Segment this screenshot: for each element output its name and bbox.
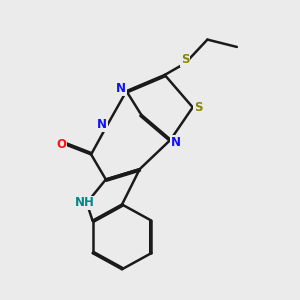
Text: O: O [57, 138, 67, 151]
Text: N: N [171, 136, 181, 148]
Text: S: S [194, 101, 202, 114]
Text: N: N [97, 118, 107, 131]
Text: N: N [116, 82, 126, 95]
Text: NH: NH [75, 196, 95, 209]
Text: S: S [181, 53, 190, 66]
